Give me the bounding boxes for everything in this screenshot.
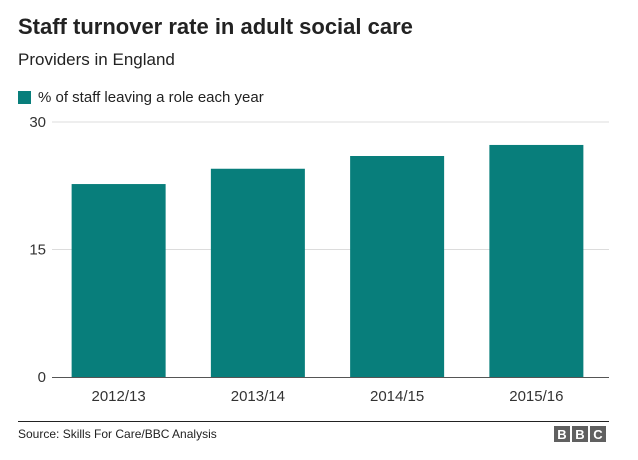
source-note: Source: Skills For Care/BBC Analysis — [18, 427, 217, 441]
logo-letter-3: C — [590, 426, 606, 442]
x-tick-label-2015/16: 2015/16 — [509, 388, 563, 405]
bar-chart: 30 15 0 2012/13 2013/14 2014/15 2015/16 — [29, 114, 609, 405]
y-tick-label-0: 0 — [38, 369, 46, 386]
x-tick-label-2014/15: 2014/15 — [370, 388, 424, 405]
legend-swatch — [18, 90, 31, 104]
legend: % of staff leaving a role each year — [18, 88, 264, 106]
source-divider — [18, 421, 609, 422]
x-tick-label-2012/13: 2012/13 — [92, 388, 146, 405]
logo-letter-2: B — [572, 426, 588, 442]
y-tick-label-15: 15 — [29, 242, 46, 259]
chart-title: Staff turnover rate in adult social care — [18, 14, 413, 39]
bbc-logo: B B C — [554, 426, 606, 442]
logo-letter-1: B — [554, 426, 570, 442]
bar-2012/13 — [71, 184, 166, 377]
bar-2014/15 — [350, 156, 445, 377]
bar-2013/14 — [210, 168, 305, 377]
chart-subtitle: Providers in England — [18, 50, 175, 69]
bar-2015/16 — [489, 144, 584, 377]
legend-label: % of staff leaving a role each year — [38, 88, 264, 106]
y-tick-label-30: 30 — [29, 114, 46, 131]
x-tick-label-2013/14: 2013/14 — [231, 388, 285, 405]
